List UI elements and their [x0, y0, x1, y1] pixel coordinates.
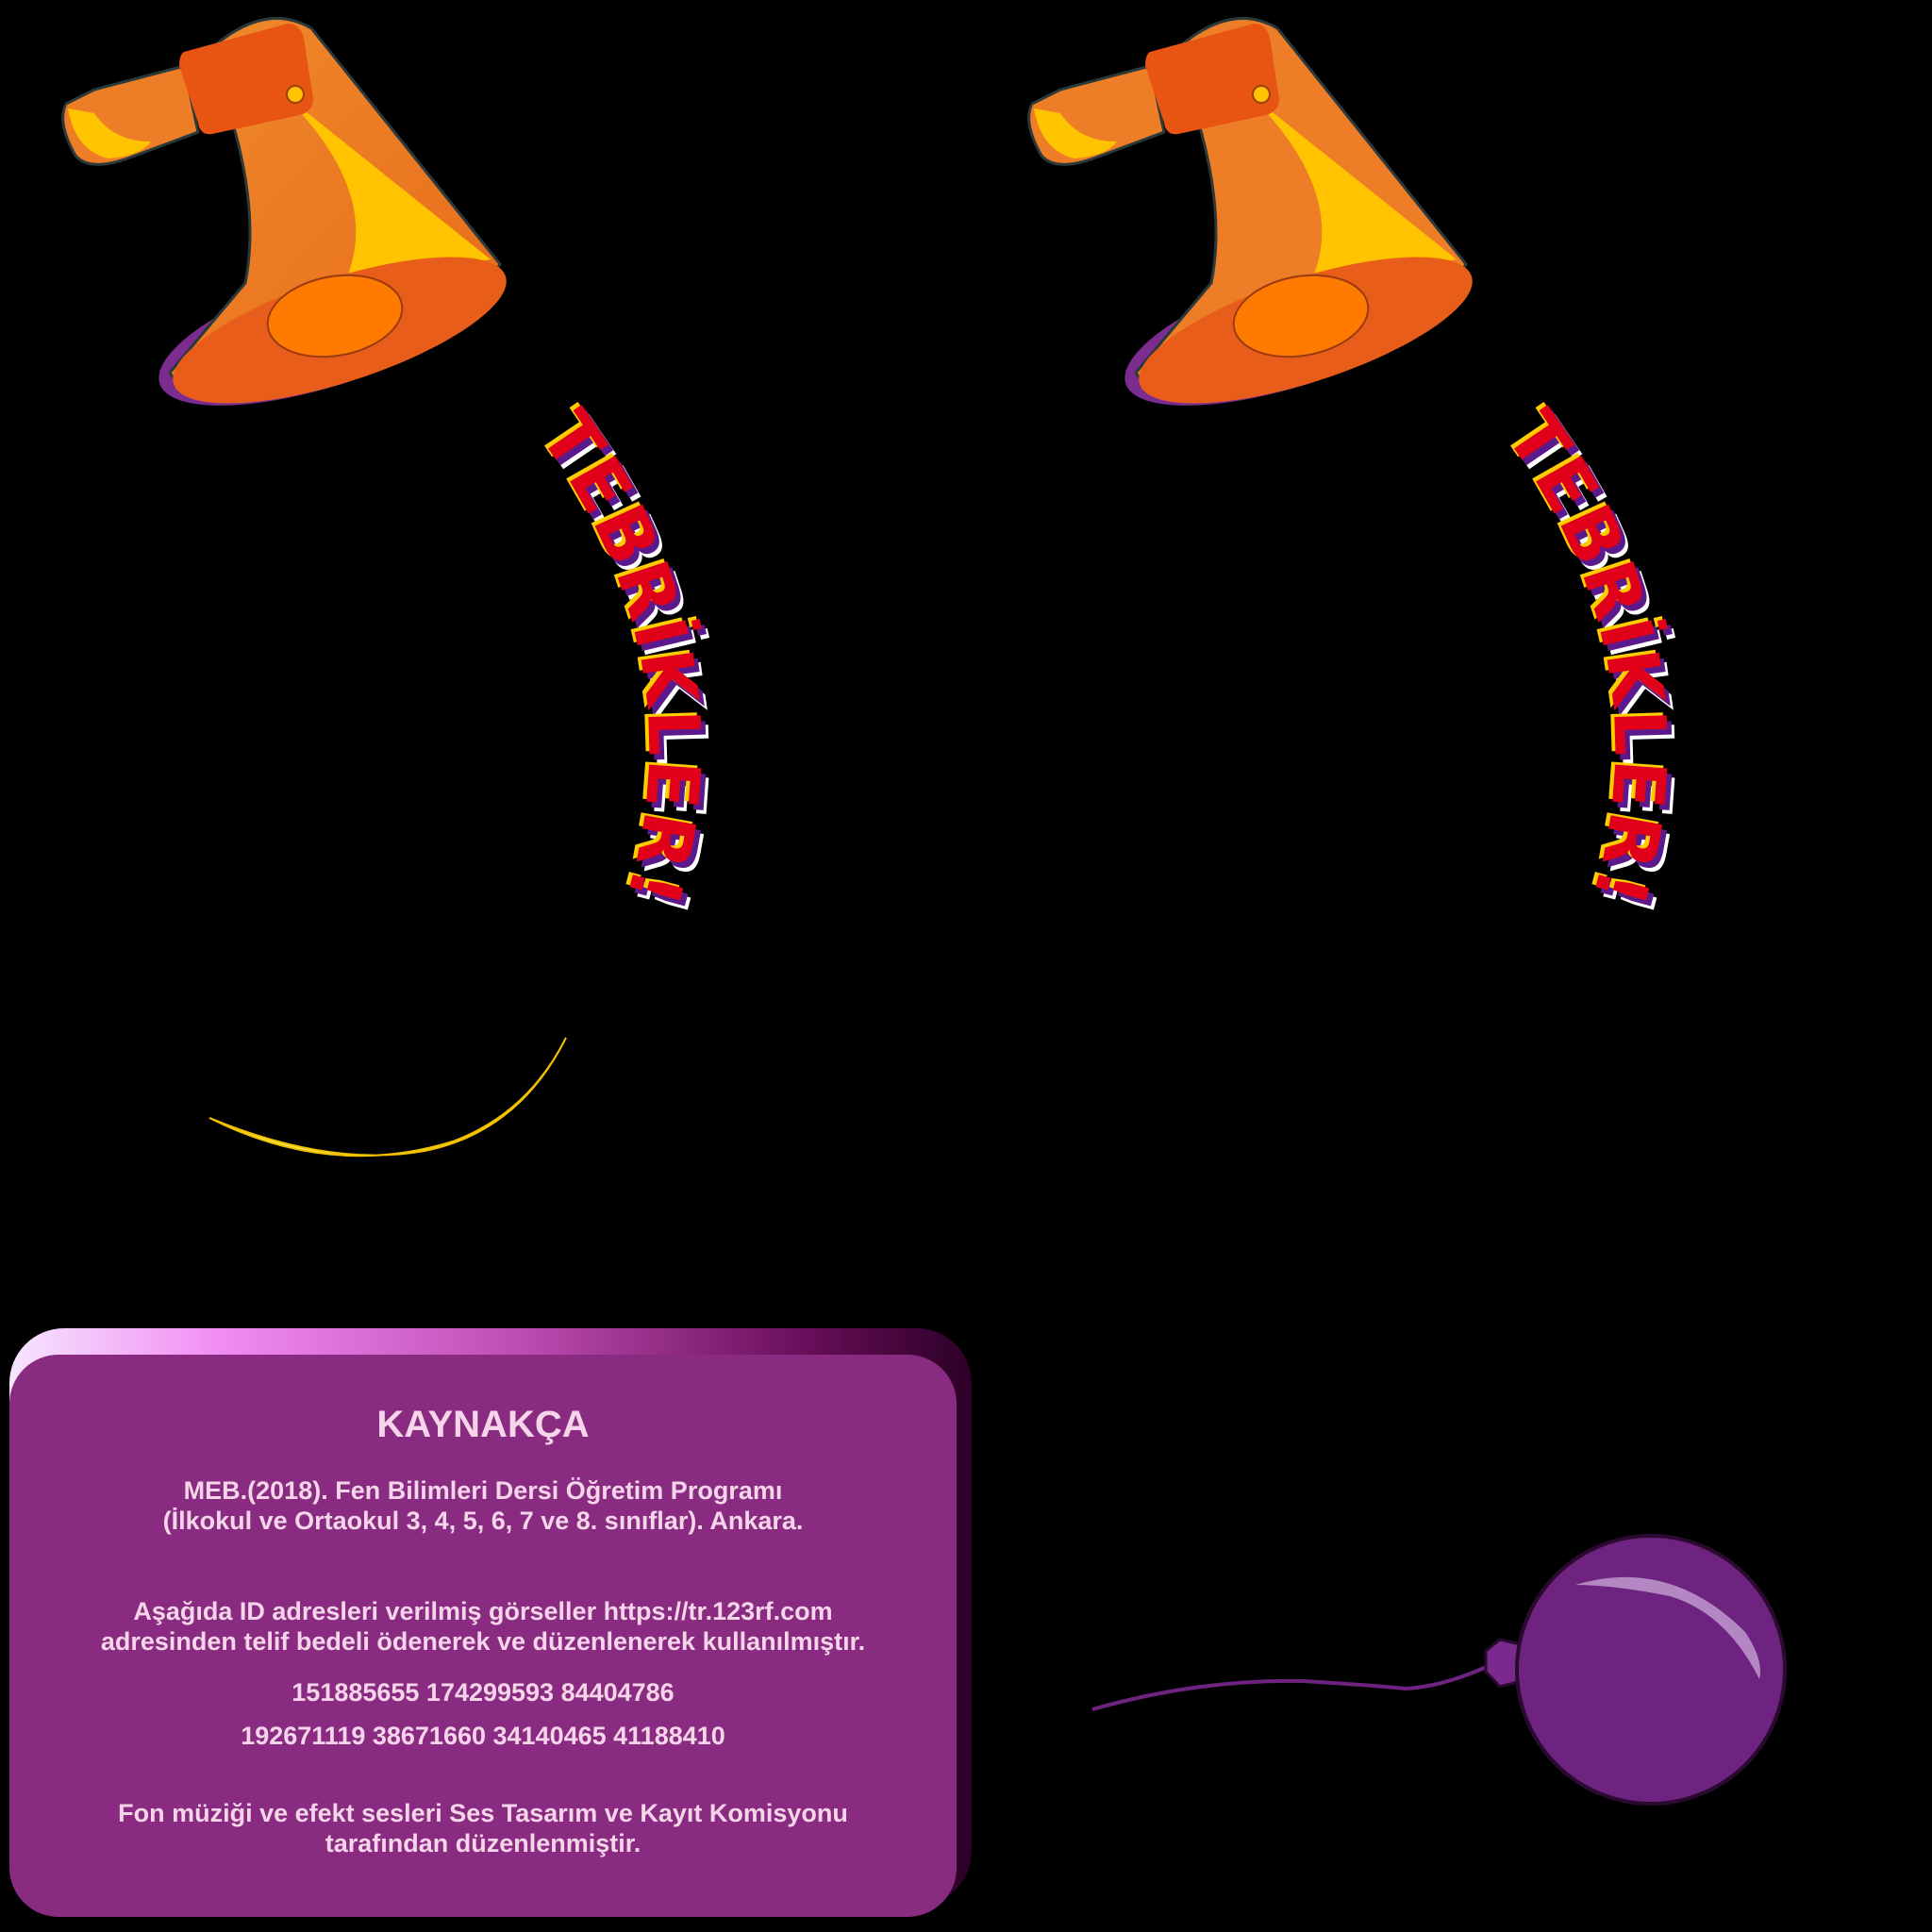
megaphone-icon-left	[57, 0, 547, 434]
image-ids-row-1: 151885655 174299593 84404786	[291, 1678, 675, 1707]
images-line-2: adresinden telif bedeli ödenerek ve düze…	[100, 1627, 866, 1656]
balloon-icon	[1085, 1528, 1802, 1821]
congrats-banner-right: TEBRİKLER! TEBRİKLER! TEBRİKLER! TEBRİKL…	[1277, 393, 1768, 1094]
references-card: KAYNAKÇA MEB.(2018). Fen Bilimleri Dersi…	[9, 1328, 972, 1917]
references-title: KAYNAKÇA	[376, 1404, 590, 1445]
references-panel: KAYNAKÇA MEB.(2018). Fen Bilimleri Dersi…	[9, 1355, 957, 1917]
citation-line-1: MEB.(2018). Fen Bilimleri Dersi Öğretim …	[183, 1476, 783, 1505]
congrats-banner-left: TEBRİKLER! TEBRİKLER! TEBRİKLER! TEBRİKL…	[311, 393, 802, 1094]
images-line-1: Aşağıda ID adresleri verilmiş görseller …	[133, 1597, 833, 1625]
music-line-2: tarafından düzenlenmiştir.	[325, 1829, 641, 1857]
crescent-icon	[189, 1019, 585, 1170]
image-ids-row-2: 192671119 38671660 34140465 41188410	[241, 1722, 725, 1750]
music-line-1: Fon müziği ve efekt sesleri Ses Tasarım …	[118, 1799, 848, 1827]
megaphone-icon-right	[1023, 0, 1513, 434]
citation-line-2: (İlkokul ve Ortaokul 3, 4, 5, 6, 7 ve 8.…	[162, 1507, 804, 1535]
megaphone-icon	[61, 16, 507, 406]
megaphone-icon	[1027, 16, 1473, 406]
